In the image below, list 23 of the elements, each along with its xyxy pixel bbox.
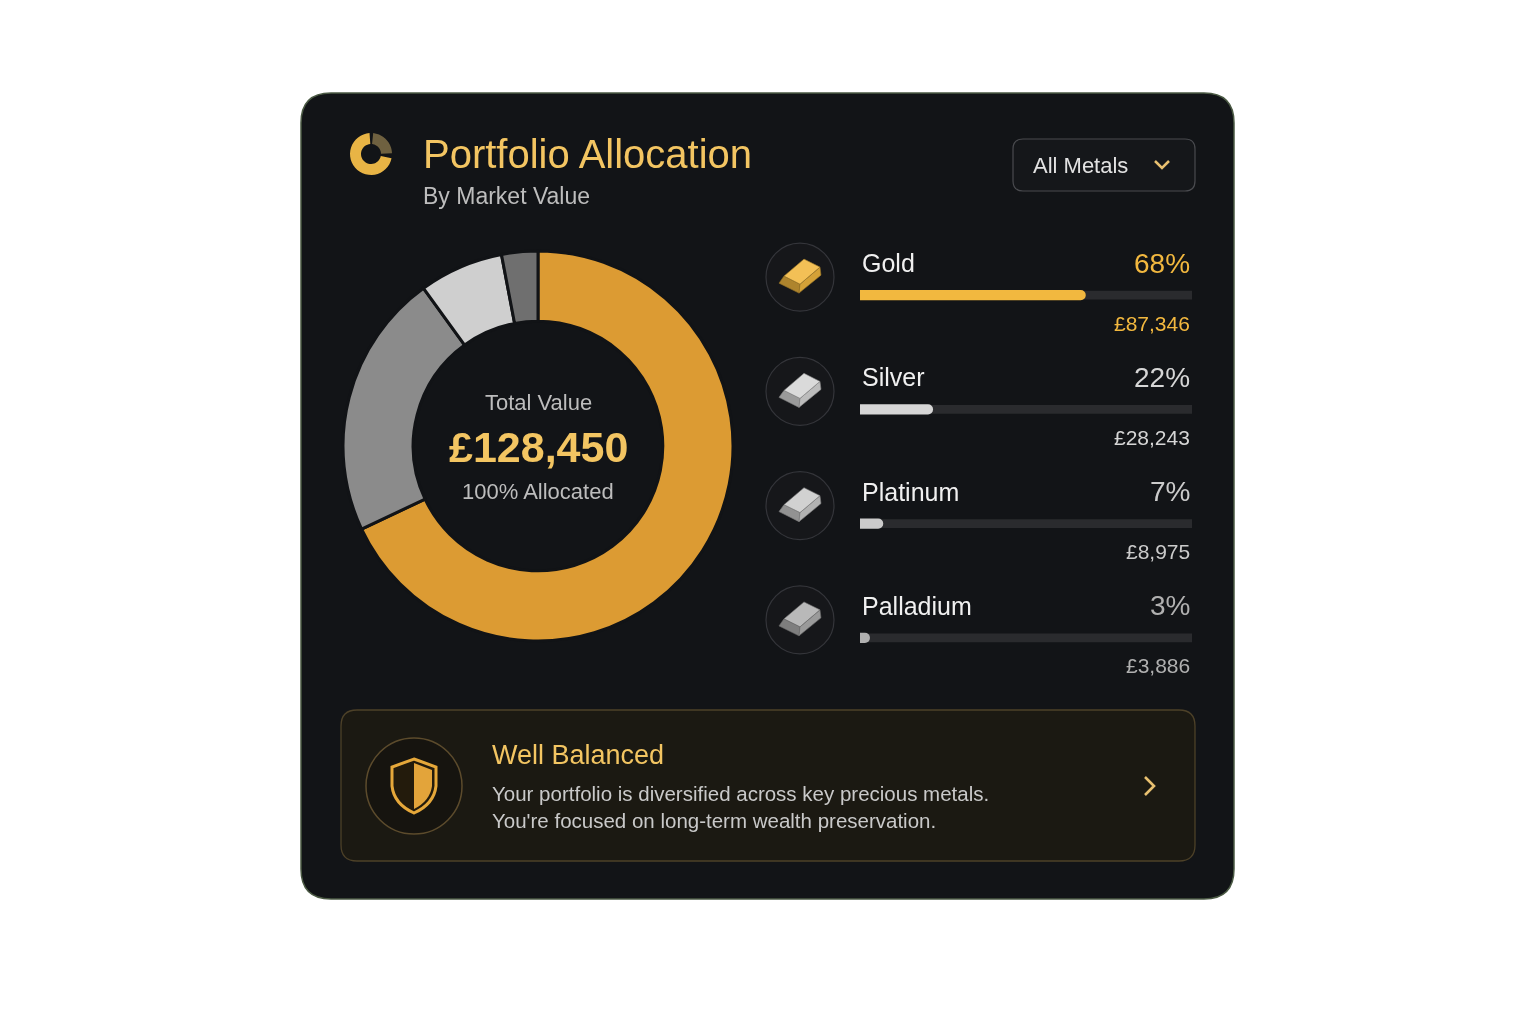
y-tick-label: Gold	[862, 249, 915, 277]
data-label: 7%	[1150, 476, 1191, 507]
text: 100% Allocated	[462, 479, 614, 504]
text: Total Value	[485, 390, 593, 415]
y-tick-label: Platinum	[862, 478, 960, 506]
annotation: £28,243	[1114, 426, 1190, 449]
chart-subtitle: By Market Value	[423, 183, 591, 209]
text: You're focused on long-term wealth preservation.	[492, 809, 937, 832]
data-label: 22%	[1134, 362, 1191, 393]
chart-title: Portfolio Allocation	[423, 132, 753, 176]
bar	[860, 404, 934, 415]
data-label: 3%	[1150, 590, 1191, 621]
data-label: 68%	[1134, 248, 1191, 279]
text: Well Balanced	[492, 740, 665, 770]
text: £128,450	[449, 423, 629, 471]
y-tick-label: Silver	[862, 363, 925, 391]
text: All Metals	[1033, 153, 1129, 178]
annotation: £87,346	[1114, 312, 1190, 335]
annotation: £8,975	[1126, 540, 1191, 563]
text: Your portfolio is diversified across key precious metals.	[492, 782, 990, 805]
y-tick-label: Palladium	[862, 592, 972, 620]
bar	[860, 518, 884, 529]
annotation: £3,886	[1126, 654, 1191, 677]
